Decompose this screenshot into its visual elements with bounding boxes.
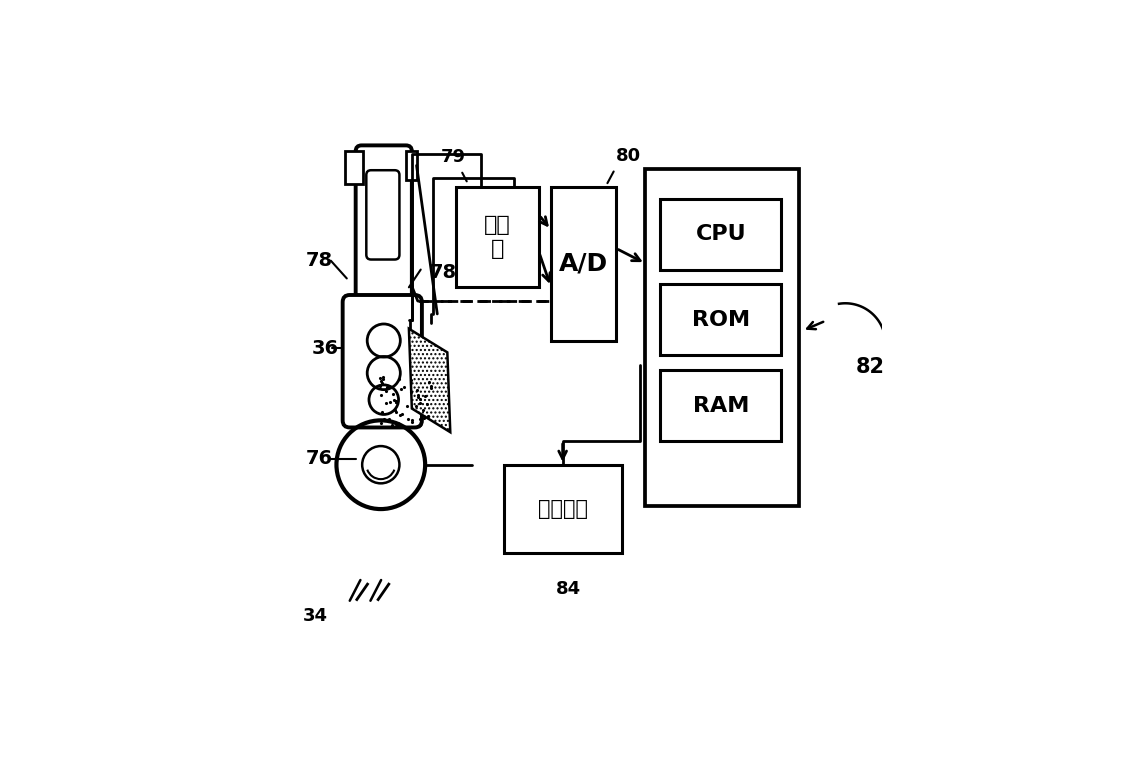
Text: 34: 34	[303, 607, 328, 624]
FancyBboxPatch shape	[366, 170, 399, 260]
Bar	[550, 187, 615, 340]
Text: 输出装置: 输出装置	[538, 499, 588, 519]
Text: ROM: ROM	[692, 310, 750, 329]
Bar	[645, 169, 800, 506]
Text: 79: 79	[440, 148, 466, 166]
Bar	[503, 465, 622, 554]
Text: 80: 80	[615, 147, 641, 165]
Bar	[345, 151, 363, 184]
Bar	[406, 151, 416, 180]
Text: 放大
器: 放大 器	[484, 216, 511, 259]
FancyBboxPatch shape	[343, 295, 422, 428]
Bar	[660, 199, 781, 270]
Text: 36: 36	[311, 339, 339, 358]
Bar	[660, 284, 781, 356]
Text: RAM: RAM	[692, 396, 749, 415]
Text: A/D: A/D	[558, 252, 607, 276]
Text: 78: 78	[430, 263, 456, 282]
Text: CPU: CPU	[696, 224, 746, 244]
Text: 84: 84	[556, 580, 581, 598]
Bar	[456, 187, 539, 287]
Text: 76: 76	[305, 449, 333, 468]
Polygon shape	[408, 329, 451, 432]
Text: 78: 78	[305, 251, 333, 270]
FancyBboxPatch shape	[356, 145, 412, 311]
Text: 82: 82	[856, 357, 884, 377]
Bar	[660, 370, 781, 441]
